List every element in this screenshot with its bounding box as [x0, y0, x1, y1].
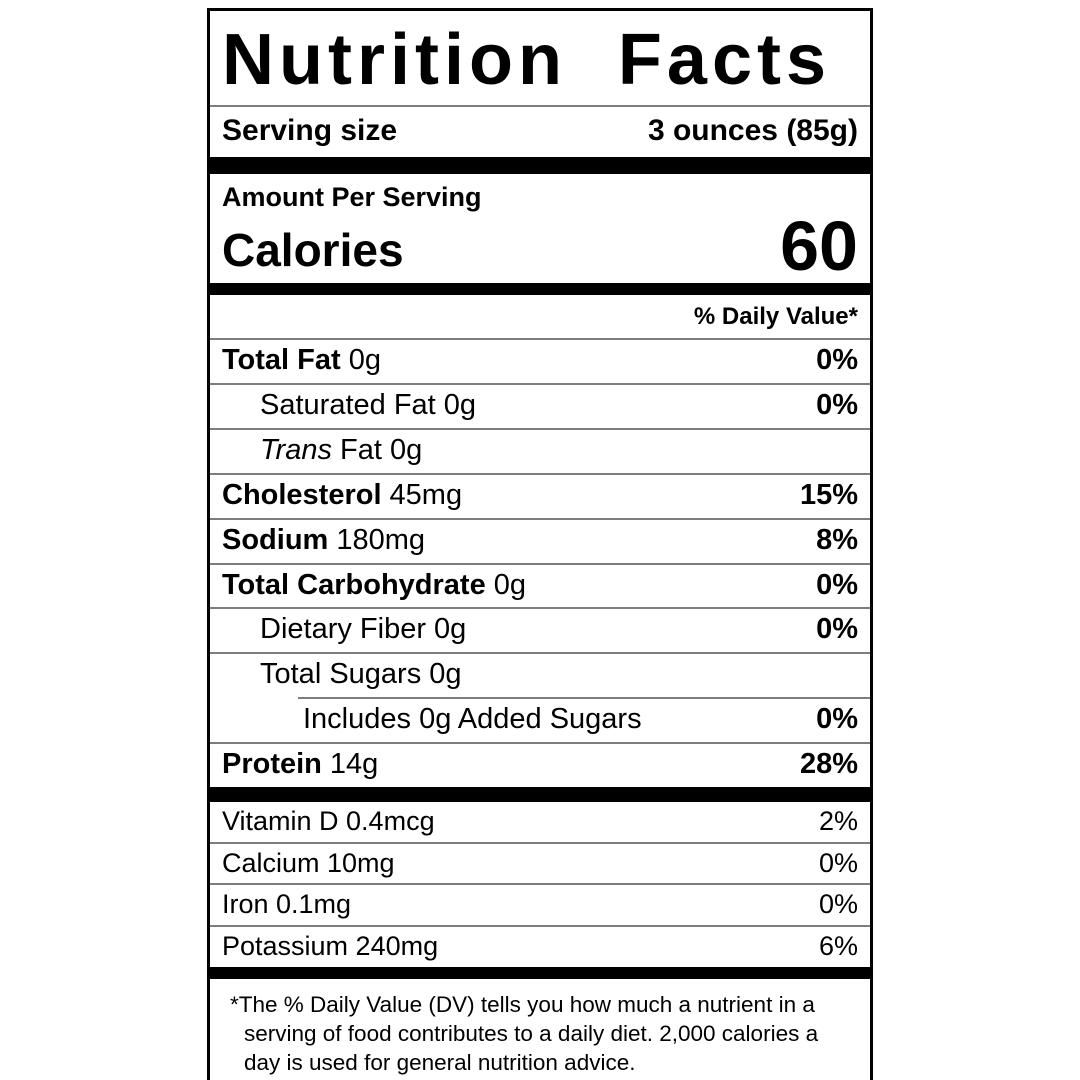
divider — [210, 517, 870, 520]
divider — [210, 841, 870, 844]
nutrient-dv: 0% — [816, 703, 858, 736]
nutrient-row-protein: Protein 14g 28% — [210, 744, 870, 787]
nutrient-row-saturated-fat: Saturated Fat 0g 0% — [210, 385, 870, 428]
nutrient-dv: 0% — [816, 568, 858, 601]
vitamin-name: Potassium 240mg — [222, 931, 439, 962]
divider — [210, 338, 870, 341]
divider — [210, 472, 870, 475]
divider — [210, 742, 870, 745]
nutrient-dv: 0% — [816, 344, 858, 377]
serving-size-row: Serving size 3 ounces (85g) — [210, 107, 870, 157]
nutrient-name: Total Sugars 0g — [260, 658, 462, 691]
nutrient-name: Trans Fat 0g — [260, 433, 423, 466]
label-title: Nutrition Facts — [222, 20, 832, 100]
vitamin-name: Iron 0.1mg — [222, 889, 352, 920]
nutrient-dv: 28% — [799, 748, 858, 781]
serving-size-value: 3 ounces (85g) — [647, 114, 858, 147]
vitamin-row-vitamin-d: Vitamin D 0.4mcg 2% — [210, 802, 870, 842]
nutrient-name: Cholesterol 45mg — [222, 478, 463, 511]
nutrient-name: Dietary Fiber 0g — [260, 613, 467, 646]
divider — [210, 382, 870, 385]
vitamin-name: Vitamin D 0.4mcg — [222, 805, 435, 836]
calories-value: 60 — [780, 206, 858, 285]
nutrient-name: Protein 14g — [222, 748, 379, 781]
thick-bar — [210, 283, 870, 296]
nutrition-facts-label: Nutrition Facts Serving size 3 ounces (8… — [207, 8, 873, 1080]
divider — [210, 883, 870, 886]
nutrient-dv: 8% — [816, 523, 858, 556]
divider — [210, 925, 870, 928]
vitamin-dv: 6% — [818, 931, 858, 962]
nutrient-row-total-fat: Total Fat 0g 0% — [210, 340, 870, 383]
daily-value-footnote: *The % Daily Value (DV) tells you how mu… — [230, 991, 819, 1075]
nutrient-name: Saturated Fat 0g — [260, 388, 477, 421]
nutrient-dv: 0% — [816, 613, 858, 646]
vitamin-row-calcium: Calcium 10mg 0% — [210, 844, 870, 884]
nutrient-row-total-carbohydrate: Total Carbohydrate 0g 0% — [210, 565, 870, 608]
nutrient-row-total-sugars: Total Sugars 0g — [210, 654, 870, 697]
vitamin-row-iron: Iron 0.1mg 0% — [210, 885, 870, 925]
nutrient-name: Total Carbohydrate 0g — [222, 568, 526, 601]
divider — [210, 105, 870, 107]
nutrient-row-added-sugars: Includes 0g Added Sugars 0% — [210, 699, 870, 742]
vitamin-dv: 0% — [818, 889, 858, 920]
vitamin-dv: 0% — [818, 847, 858, 878]
vitamin-row-potassium: Potassium 240mg 6% — [210, 927, 870, 967]
nutrient-name: Sodium 180mg — [222, 523, 426, 556]
nutrient-name: Includes 0g Added Sugars — [303, 703, 642, 736]
nutrient-row-cholesterol: Cholesterol 45mg 15% — [210, 475, 870, 518]
vitamin-dv: 2% — [818, 805, 858, 836]
nutrient-row-dietary-fiber: Dietary Fiber 0g 0% — [210, 609, 870, 652]
amount-per-serving-label: Amount Per Serving — [222, 181, 482, 212]
calories-row: Calories 60 — [210, 206, 870, 285]
thick-bar — [210, 786, 870, 802]
vitamin-name: Calcium 10mg — [222, 847, 395, 878]
divider — [210, 607, 870, 610]
calories-label: Calories — [222, 223, 404, 276]
thick-bar — [210, 156, 870, 174]
nutrient-row-sodium: Sodium 180mg 8% — [210, 520, 870, 563]
nutrient-row-trans-fat: Trans Fat 0g — [210, 430, 870, 473]
divider — [210, 562, 870, 565]
nutrient-dv: 15% — [799, 478, 858, 511]
nutrient-dv: 0% — [816, 388, 858, 421]
divider — [210, 652, 870, 655]
thick-bar — [210, 966, 870, 979]
divider-indented — [298, 697, 870, 700]
serving-size-label: Serving size — [222, 114, 398, 147]
nutrient-name: Total Fat 0g — [222, 344, 381, 377]
daily-value-header: % Daily Value* — [693, 303, 858, 331]
divider — [210, 427, 870, 430]
